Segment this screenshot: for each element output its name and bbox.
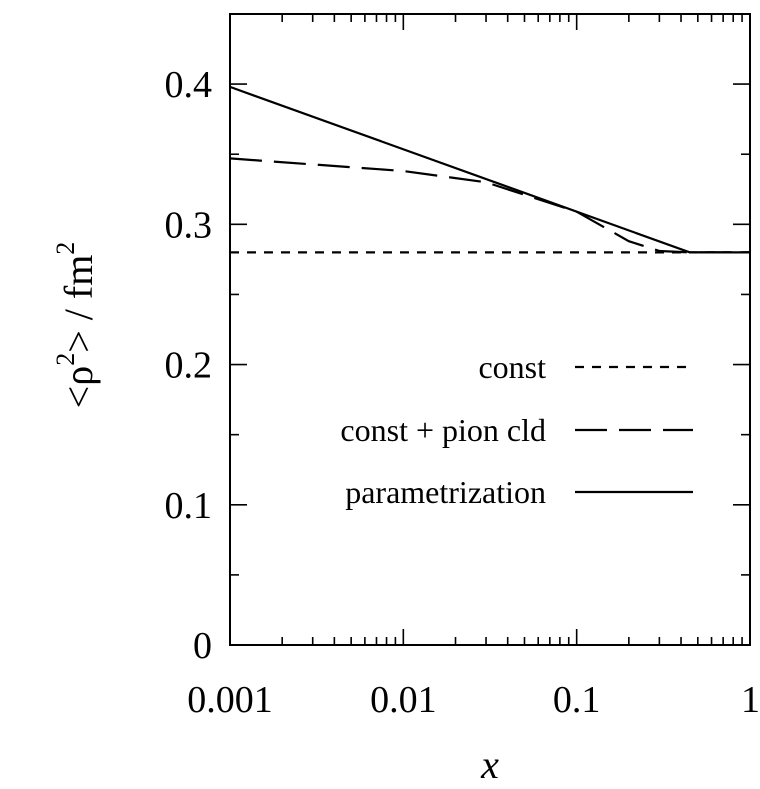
series-pion-cld-line [229, 157, 750, 254]
y-tick-label: 0.4 [165, 64, 213, 106]
y-axis-label-exp2: 2 [51, 242, 80, 255]
legend-label-const-line: const [478, 349, 546, 385]
legend-label-pion-cld-line: const + pion cld [340, 412, 546, 448]
y-axis-label-group: <ρ2> / fm2 [51, 242, 101, 409]
x-tick-label: 0.01 [370, 679, 437, 721]
series-layer [229, 85, 750, 254]
legend-label-parametrization-line: parametrization [345, 474, 546, 510]
y-tick-label: 0.1 [165, 485, 213, 527]
plot-frame [229, 13, 751, 646]
legend: const const + pion cld parametrization [340, 349, 693, 510]
y-tick-label: 0.3 [165, 204, 213, 246]
y-axis-label: <ρ2> / fm2 [51, 242, 101, 409]
x-axis-label: x [480, 742, 499, 787]
x-tick-label: 0.001 [187, 679, 273, 721]
y-axis-label-exp1: 2 [51, 353, 80, 366]
x-tick-label: 1 [741, 679, 760, 721]
ticks-layer [229, 13, 751, 646]
y-tick-label: 0.2 [165, 345, 213, 387]
y-axis-label-open: <ρ [56, 366, 101, 409]
series-parametrization-line [229, 85, 750, 254]
x-tick-label: 0.1 [553, 679, 601, 721]
labels-layer: 0.001 0.01 0.1 1 0 0.1 0.2 0.3 0.4 [165, 64, 760, 721]
y-axis-label-mid: > / fm [56, 255, 101, 353]
y-tick-label: 0 [193, 625, 212, 667]
